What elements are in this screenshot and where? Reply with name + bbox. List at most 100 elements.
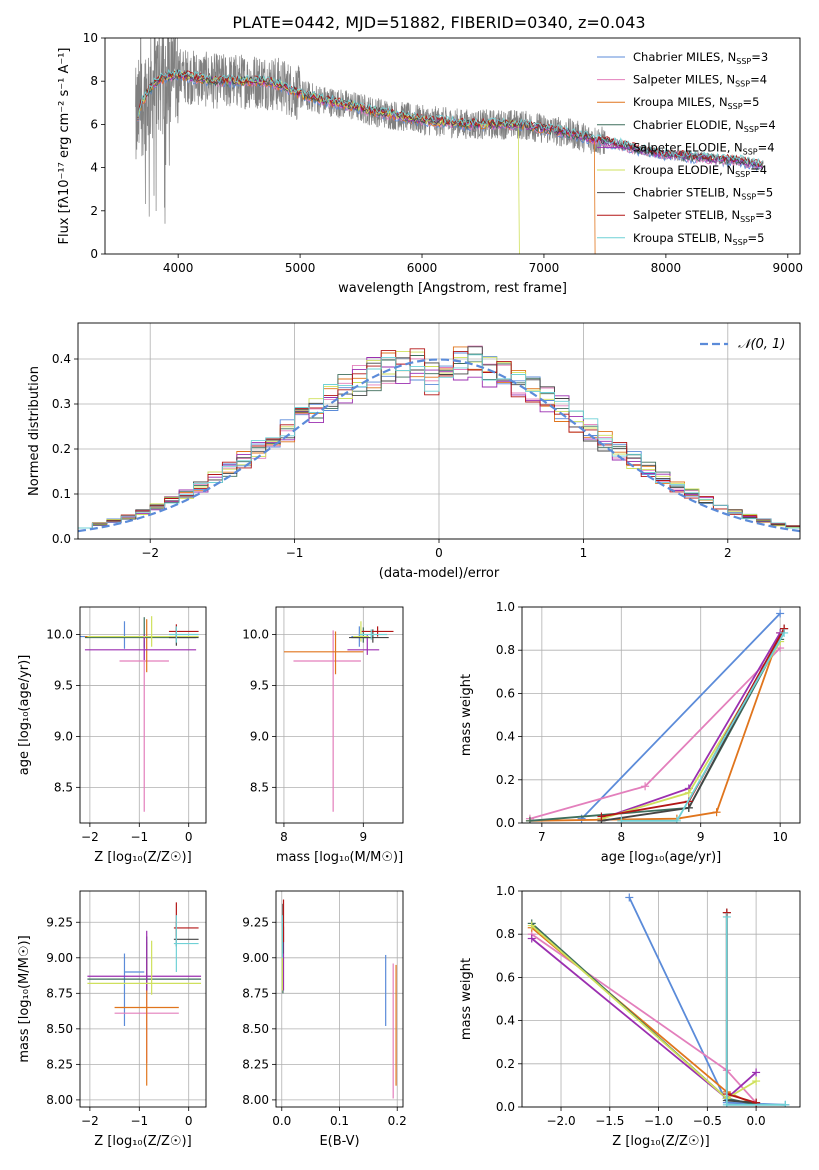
weight-marker (625, 893, 634, 902)
y-tick-label: 8.75 (242, 986, 269, 1000)
x-tick-label: −1.0 (644, 1114, 673, 1128)
weight-line-2 (529, 632, 781, 822)
weight-marker (527, 921, 536, 930)
plot-area-mass-vs-EBV (281, 899, 397, 1099)
normal-distribution-curve (78, 358, 800, 533)
y-tick-label: 8.5 (250, 780, 269, 794)
x-tick-label: 8 (617, 830, 625, 844)
x-tick-label: −2 (141, 546, 159, 560)
x-tick-label: 1 (580, 546, 588, 560)
errorbar-point-0 (80, 621, 169, 649)
errorbar-point-2 (84, 619, 199, 673)
x-tick-label: −1 (130, 830, 148, 844)
y-tick-label: 9.00 (46, 951, 73, 965)
x-tick-label: 0 (185, 1114, 193, 1128)
y-tick-label: 0.3 (52, 397, 71, 411)
y-tick-label: 0.2 (496, 1057, 515, 1071)
y-tick-label: 8.25 (46, 1057, 73, 1071)
legend-entry: Salpeter ELODIE, NSSP=4 (633, 140, 775, 156)
y-tick-label: 0.8 (496, 643, 515, 657)
y-tick-label: 9.0 (250, 729, 269, 743)
x-tick-label: −2 (81, 830, 99, 844)
y-tick-label: 0.6 (496, 970, 515, 984)
y-tick-label: 0.4 (496, 730, 515, 744)
weight-marker (752, 1077, 761, 1086)
chart-mass-vs-Z: −2 −1 0 8.00 8.25 8.50 8.75 9.00 9.25 Z [log₁₀(Z/… (17, 890, 207, 1149)
x-tick-label: 6000 (407, 261, 438, 275)
y-tick-label: 0.4 (496, 1014, 515, 1028)
weight-line-1 (531, 933, 757, 1104)
x-tick-label: 0 (185, 830, 193, 844)
legend-entry: Kroupa STELIB, NSSP=5 (633, 231, 764, 247)
y-tick-label: 9.25 (46, 915, 73, 929)
x-tick-label: 0 (435, 546, 443, 560)
axes-frame (521, 606, 801, 824)
errorbar-point-4 (87, 930, 202, 991)
axes-frame (521, 890, 801, 1108)
y-tick-label: 9.0 (54, 729, 73, 743)
x-axis-label: Z [log₁₀(Z/Z☉)] (94, 850, 191, 865)
y-tick-label: 10 (83, 31, 98, 45)
x-tick-label: 7 (538, 830, 546, 844)
x-tick-label: 8000 (651, 261, 682, 275)
y-tick-label: 0.0 (496, 1100, 515, 1114)
model-spectrum-2 (137, 73, 596, 254)
weight-line-5 (601, 641, 781, 820)
spectrum-legend: Chabrier MILES, NSSP=3 Salpeter MILES, NS… (597, 50, 776, 247)
axes-frame (77, 322, 801, 540)
residual-histogram-8 (78, 354, 800, 529)
chart-residuals: −2 −1 0 1 2 0.0 0.1 0.2 0.3 0.4 (data-model)/error… (27, 322, 801, 581)
legend-entry: 𝒩(0, 1) (738, 337, 785, 352)
legend-entry: Salpeter MILES, NSSP=4 (633, 73, 767, 89)
y-tick-label: 8.50 (46, 1022, 73, 1036)
errorbar-point-8 (168, 626, 199, 643)
y-tick-label: 1.0 (496, 884, 515, 898)
weight-marker (617, 816, 626, 823)
y-tick-label: 10.0 (46, 628, 73, 642)
y-axis-label: Normed distribution (27, 366, 42, 496)
weight-line-4 (531, 937, 757, 1100)
x-axis-label: age [log₁₀(age/yr)] (601, 850, 722, 865)
errorbar-point-2 (283, 631, 364, 675)
weight-marker (684, 788, 693, 797)
panels-container: 4000 5000 6000 7000 8000 90000246810wavelengt… (17, 31, 803, 1149)
x-tick-label: −1.5 (595, 1114, 624, 1128)
errorbar-point-3 (87, 936, 202, 991)
y-tick-label: 8.00 (242, 1093, 269, 1107)
x-tick-label: 8 (280, 830, 288, 844)
errorbar-point-8 (173, 915, 199, 972)
y-tick-label: 8.25 (242, 1057, 269, 1071)
weight-marker (752, 1068, 761, 1077)
y-axis-label: mass weight (459, 958, 474, 1040)
legend-entry: Kroupa ELODIE, NSSP=4 (633, 163, 767, 179)
y-tick-label: 9.5 (250, 678, 269, 692)
y-tick-label: 8.5 (54, 780, 73, 794)
y-tick-label: 0 (90, 247, 98, 261)
residuals-legend: 𝒩(0, 1) (700, 337, 785, 352)
errorbar-point-5 (352, 621, 369, 642)
axes-frame (275, 606, 404, 824)
y-tick-label: 0.2 (52, 442, 71, 456)
legend-entry: Salpeter STELIB, NSSP=3 (633, 208, 772, 224)
x-tick-label: 0.0 (747, 1114, 766, 1128)
weight-line-1 (529, 647, 781, 820)
y-axis-label: mass [log₁₀(M/M☉)] (17, 935, 32, 1062)
errorbar-point-1 (119, 640, 169, 812)
legend-entry: Chabrier STELIB, NSSP=5 (633, 186, 773, 202)
y-tick-label: 9.5 (54, 678, 73, 692)
x-tick-label: −1 (286, 546, 304, 560)
residual-histogram-6 (78, 346, 800, 529)
errorbar-point-5 (87, 616, 199, 647)
figure-title: PLATE=0442, MJD=51882, FIBERID=0340, z=0… (232, 13, 645, 32)
y-tick-label: 0.4 (52, 352, 71, 366)
x-tick-label: 5000 (285, 261, 316, 275)
weight-line-3 (529, 638, 781, 822)
legend-entry: Chabrier ELODIE, NSSP=4 (633, 118, 776, 134)
x-tick-label: −1 (130, 1114, 148, 1128)
plot-area-weight-vs-Z (527, 893, 790, 1107)
y-tick-label: 9.00 (242, 951, 269, 965)
weight-marker (776, 609, 785, 618)
x-tick-label: 0.0 (272, 1114, 291, 1128)
x-tick-label: 9 (697, 830, 705, 844)
